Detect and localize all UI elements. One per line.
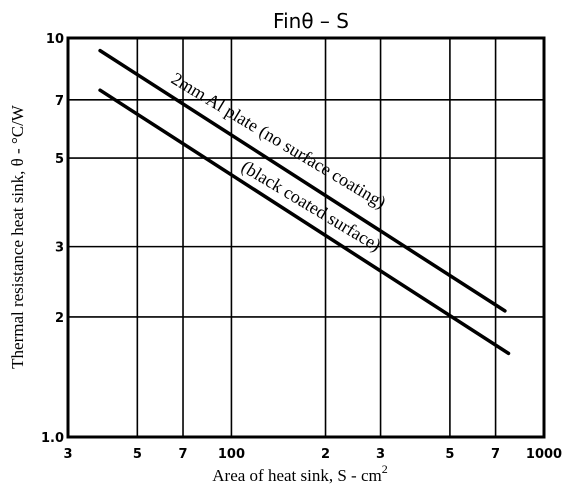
y-tick-label: 1.0 bbox=[41, 431, 64, 446]
x-tick-label: 7 bbox=[491, 447, 500, 462]
series-line-2 bbox=[98, 88, 511, 356]
x-tick-label: 7 bbox=[178, 447, 187, 462]
x-ticks: 3 5 7 100 2 3 5 7 1000 bbox=[63, 447, 562, 462]
y-axis-label: Thermal resistance heat sink, θ - °C/W bbox=[8, 104, 27, 369]
y-tick-label: 3 bbox=[55, 241, 64, 256]
x-tick-label: 3 bbox=[63, 447, 72, 462]
x-axis-label: Area of heat sink, S - cm2 bbox=[212, 462, 387, 485]
y-tick-label: 7 bbox=[55, 94, 64, 109]
x-tick-label: 2 bbox=[321, 447, 330, 462]
series bbox=[98, 48, 511, 356]
x-tick-label: 5 bbox=[445, 447, 454, 462]
y-tick-label: 2 bbox=[55, 311, 64, 326]
x-tick-label: 5 bbox=[133, 447, 142, 462]
x-axis-label-superscript: 2 bbox=[382, 462, 388, 476]
x-tick-label: 100 bbox=[218, 447, 245, 462]
y-tick-label: 5 bbox=[55, 152, 64, 167]
chart-title: Finθ – S bbox=[273, 9, 349, 33]
x-tick-label: 1000 bbox=[526, 447, 562, 462]
plot-area-border bbox=[66, 36, 546, 439]
grid bbox=[68, 38, 544, 437]
y-tick-label: 10 bbox=[46, 32, 64, 47]
series-line-1 bbox=[98, 48, 507, 313]
y-ticks: 1.0 2 3 5 7 10 bbox=[41, 32, 64, 446]
x-axis-label-text: Area of heat sink, S - cm bbox=[212, 466, 381, 485]
x-tick-label: 3 bbox=[376, 447, 385, 462]
